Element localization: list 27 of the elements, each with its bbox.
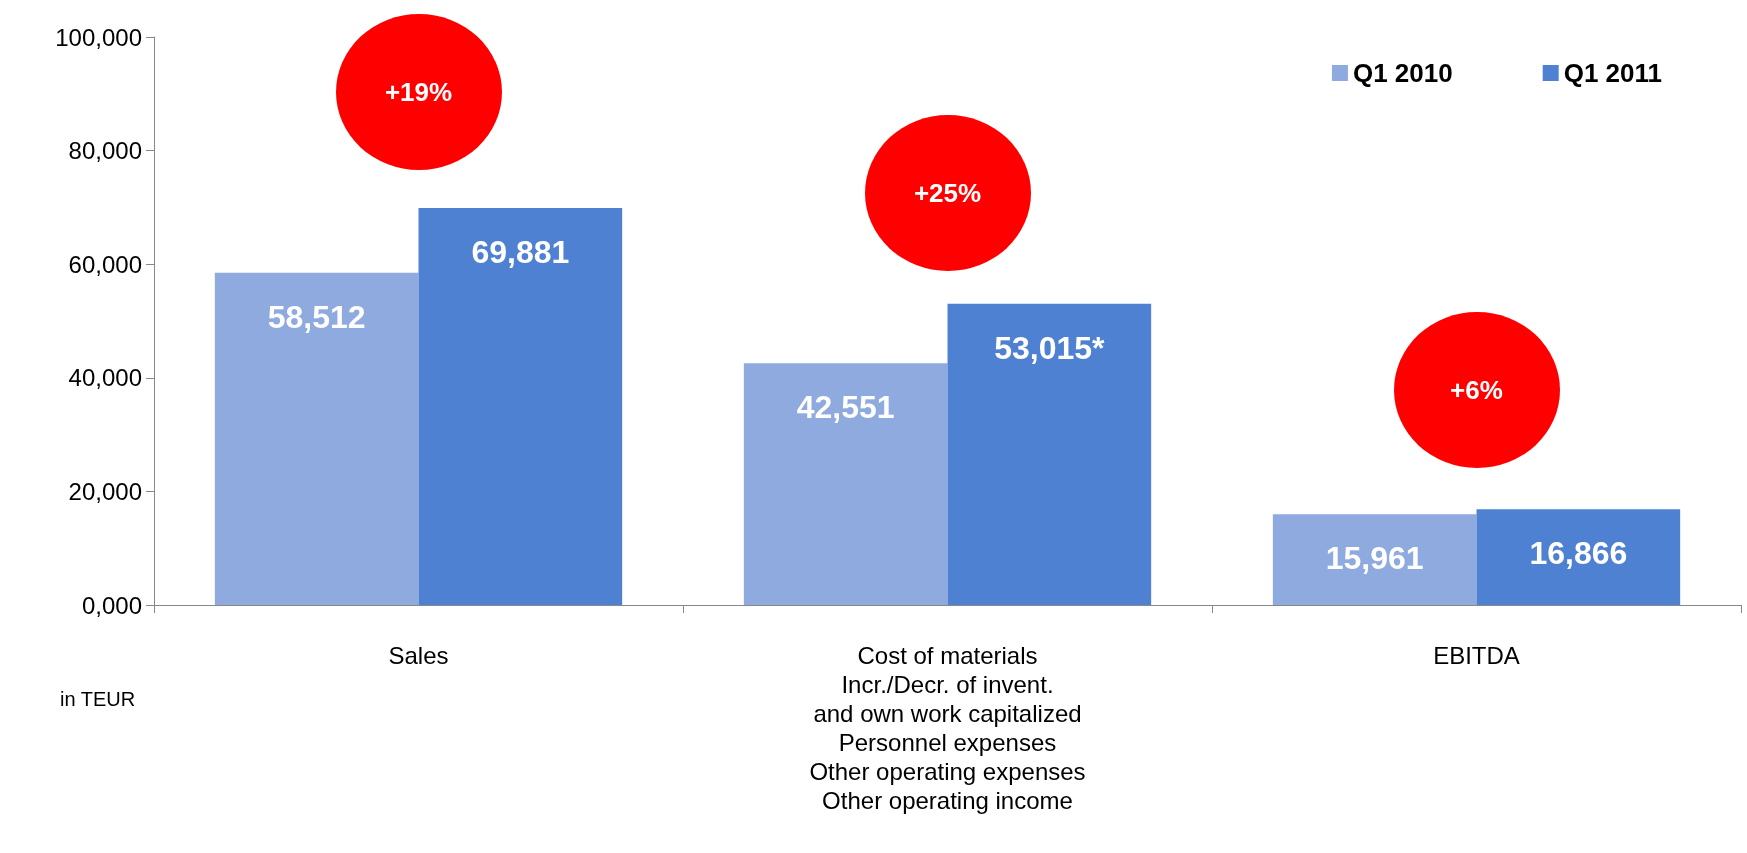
x-tick-label: Cost of materials Incr./Decr. of invent. and own work capitalized Personnel expenses Other operating expenses Other operating income: [809, 642, 1086, 814]
x-tick-label: EBITDA: [1433, 642, 1520, 669]
y-tick-label: 60,000: [68, 250, 142, 278]
data-label: 42,551: [796, 389, 895, 426]
y-tick-label: 80,000: [68, 137, 142, 165]
bar: [743, 363, 948, 605]
legend-label: Q1 2010: [1352, 58, 1453, 88]
circle-badge: +25%: [864, 115, 1031, 271]
y-tick-label: 0,000: [81, 591, 142, 619]
bar: [418, 208, 623, 605]
bar: [947, 303, 1152, 605]
data-label: 53,015*: [994, 329, 1106, 366]
legend-label: Q1 2011: [1563, 58, 1662, 88]
bar: [214, 272, 419, 605]
data-label: 16,866: [1529, 535, 1628, 572]
x-tick-label: Sales: [388, 642, 449, 669]
bar: [1476, 509, 1681, 605]
circle-badge: +19%: [335, 14, 502, 170]
data-label: 69,881: [471, 234, 570, 271]
y-tick-label: 100,000: [55, 23, 142, 51]
bar: [1272, 514, 1477, 605]
circle-badge: +6%: [1393, 312, 1560, 468]
data-label: 58,512: [267, 298, 366, 335]
data-label: 15,961: [1325, 540, 1424, 577]
text: in TEUR: [60, 688, 136, 711]
y-tick-label: 20,000: [68, 477, 142, 505]
y-tick-label: 40,000: [68, 364, 142, 392]
